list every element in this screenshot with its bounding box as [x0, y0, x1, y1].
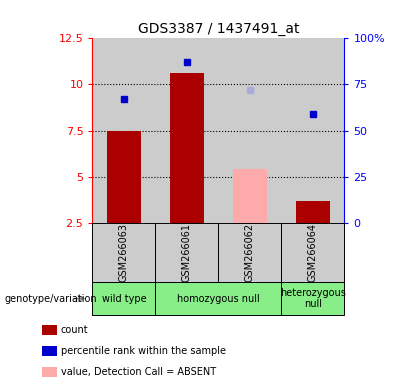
Bar: [296, 200, 330, 223]
Title: GDS3387 / 1437491_at: GDS3387 / 1437491_at: [138, 22, 299, 36]
Bar: [155, 38, 218, 223]
Text: GSM266061: GSM266061: [182, 223, 192, 282]
Bar: [233, 169, 267, 223]
Bar: [170, 73, 204, 223]
Text: GSM266064: GSM266064: [308, 223, 318, 282]
Text: GSM266062: GSM266062: [245, 223, 255, 282]
Text: wild type: wild type: [102, 293, 146, 304]
Bar: [218, 38, 281, 223]
Bar: [107, 131, 141, 223]
Bar: [92, 38, 155, 223]
Text: genotype/variation: genotype/variation: [4, 293, 97, 304]
Text: GSM266063: GSM266063: [119, 223, 129, 282]
Text: percentile rank within the sample: percentile rank within the sample: [61, 346, 226, 356]
Bar: [281, 38, 344, 223]
Text: homozygous null: homozygous null: [177, 293, 260, 304]
Text: count: count: [61, 325, 89, 335]
Text: value, Detection Call = ABSENT: value, Detection Call = ABSENT: [61, 367, 216, 377]
Text: heterozygous
null: heterozygous null: [280, 288, 346, 310]
